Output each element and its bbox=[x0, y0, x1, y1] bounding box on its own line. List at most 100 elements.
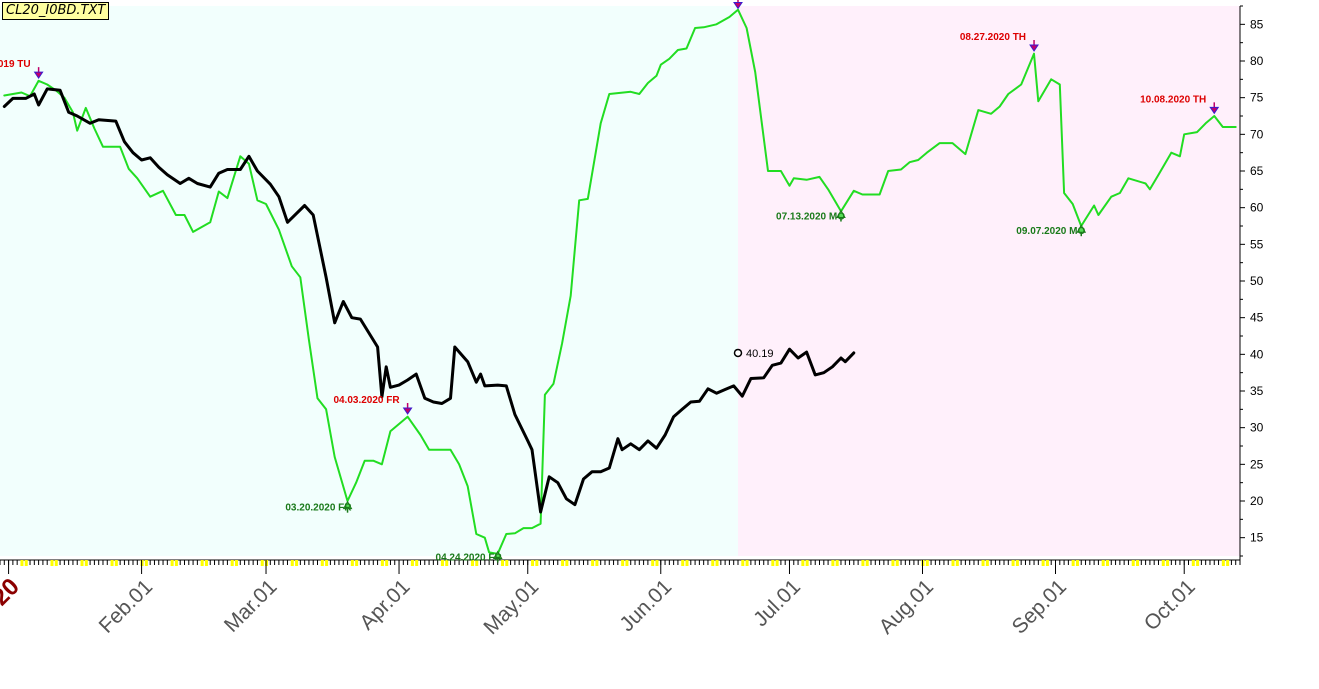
weekend-tick bbox=[170, 560, 174, 566]
weekend-tick bbox=[835, 560, 839, 566]
last-value-marker bbox=[733, 348, 743, 358]
y-tick-label: 35 bbox=[1250, 384, 1264, 398]
weekend-tick bbox=[290, 560, 294, 566]
weekend-tick bbox=[1071, 560, 1075, 566]
series-layer bbox=[2, 8, 1237, 555]
peak-label: 08.27.2020 TH bbox=[960, 32, 1026, 43]
weekend-tick bbox=[1166, 560, 1170, 566]
weekend-tick bbox=[1011, 560, 1015, 566]
y-tick-label: 40 bbox=[1250, 347, 1264, 361]
weekend-tick bbox=[440, 560, 444, 566]
x-tick-label: Jun.01 bbox=[615, 575, 676, 636]
weekend-tick bbox=[1226, 560, 1230, 566]
weekend-tick bbox=[200, 560, 204, 566]
weekend-tick bbox=[745, 560, 749, 566]
y-tick-label: 80 bbox=[1250, 54, 1264, 68]
y-tick-label: 25 bbox=[1250, 457, 1264, 471]
weekend-tick bbox=[685, 560, 689, 566]
weekend-tick bbox=[1075, 560, 1079, 566]
weekend-tick bbox=[475, 560, 479, 566]
weekend-tick bbox=[1161, 560, 1165, 566]
y-tick-label: 70 bbox=[1250, 127, 1264, 141]
peak-label: 10.08.2020 TH bbox=[1140, 94, 1206, 105]
weekend-tick bbox=[1105, 560, 1109, 566]
y-tick-label: 75 bbox=[1250, 91, 1264, 105]
trough-label: 09.07.2020 MO bbox=[1016, 226, 1085, 237]
weekend-tick bbox=[501, 560, 505, 566]
weekend-tick bbox=[355, 560, 359, 566]
weekend-tick bbox=[204, 560, 208, 566]
weekend-tick bbox=[260, 560, 264, 566]
weekend-tick bbox=[1136, 560, 1140, 566]
weekend-tick bbox=[505, 560, 509, 566]
weekend-tick bbox=[595, 560, 599, 566]
x-tick-label: Jul.01 bbox=[749, 575, 805, 631]
trough-marker bbox=[836, 209, 846, 219]
weekend-tick bbox=[1101, 560, 1105, 566]
weekend-tick bbox=[445, 560, 449, 566]
weekend-tick bbox=[535, 560, 539, 566]
trough-label: 03.20.2020 FR bbox=[285, 503, 352, 514]
weekend-tick bbox=[410, 560, 414, 566]
weekend-tick bbox=[715, 560, 719, 566]
x-tick-label: Aug.01 bbox=[875, 575, 938, 638]
weekend-tick bbox=[385, 560, 389, 566]
weekend-tick bbox=[865, 560, 869, 566]
forecast-background bbox=[737, 6, 1240, 556]
weekend-tick bbox=[805, 560, 809, 566]
trough-marker bbox=[492, 550, 503, 560]
chart-title: CL20_I0BD.TXT bbox=[2, 2, 110, 20]
peak-marker bbox=[33, 71, 44, 80]
weekend-tick bbox=[295, 560, 299, 566]
weekend-tick bbox=[24, 560, 28, 566]
weekend-tick bbox=[380, 560, 384, 566]
weekend-tick bbox=[591, 560, 595, 566]
weekend-tick bbox=[1196, 560, 1200, 566]
weekend-tick bbox=[20, 560, 24, 566]
background-layer bbox=[0, 6, 1240, 556]
y-tick-label: 45 bbox=[1250, 311, 1264, 325]
weekend-tick bbox=[831, 560, 835, 566]
weekend-tick bbox=[1191, 560, 1195, 566]
weekend-tick bbox=[561, 560, 565, 566]
y-tick-label: 15 bbox=[1250, 531, 1264, 545]
weekend-tick bbox=[320, 560, 324, 566]
y-tick-label: 30 bbox=[1250, 421, 1264, 435]
weekend-tick bbox=[1045, 560, 1049, 566]
weekend-tick bbox=[234, 560, 238, 566]
weekend-tick bbox=[955, 560, 959, 566]
weekend-tick bbox=[655, 560, 659, 566]
weekend-tick bbox=[1041, 560, 1045, 566]
peak-marker bbox=[1209, 106, 1220, 115]
x-tick-label: Sep.01 bbox=[1008, 575, 1071, 638]
weekend-tick bbox=[651, 560, 655, 566]
weekend-tick bbox=[775, 560, 779, 566]
y-tick-label: 65 bbox=[1250, 164, 1264, 178]
x-tick-label: Oct.01 bbox=[1140, 575, 1200, 635]
trough-label: 07.13.2020 MO bbox=[776, 212, 845, 223]
weekend-tick bbox=[565, 560, 569, 566]
weekend-tick bbox=[801, 560, 805, 566]
weekend-tick bbox=[951, 560, 955, 566]
trough-marker bbox=[342, 500, 353, 510]
weekend-tick bbox=[895, 560, 899, 566]
trough-marker bbox=[1076, 224, 1087, 233]
weekend-tick bbox=[531, 560, 535, 566]
weekend-tick bbox=[981, 560, 985, 566]
peak-marker bbox=[1029, 44, 1039, 52]
weekend-tick bbox=[50, 560, 54, 566]
y-tick-label: 55 bbox=[1250, 237, 1264, 251]
weekend-tick bbox=[711, 560, 715, 566]
x-tick-label: 2020 bbox=[0, 573, 25, 630]
weekend-tick bbox=[925, 560, 929, 566]
peak-marker bbox=[402, 407, 413, 415]
weekend-tick bbox=[681, 560, 685, 566]
y-tick-label: 85 bbox=[1250, 17, 1264, 31]
y-tick-label: 60 bbox=[1250, 201, 1264, 215]
trough-label: 04.24.2020 FR bbox=[436, 553, 503, 564]
weekend-tick bbox=[891, 560, 895, 566]
weekend-tick bbox=[625, 560, 629, 566]
peak-label: 2019 TU bbox=[0, 59, 31, 70]
weekend-tick bbox=[350, 560, 354, 566]
